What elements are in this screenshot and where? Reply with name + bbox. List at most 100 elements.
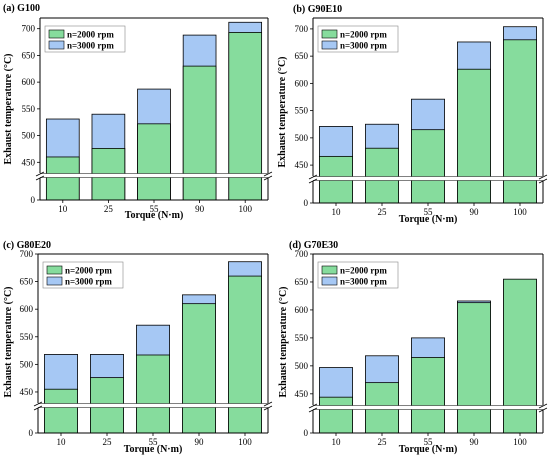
- legend-swatch-3000-rpm: [46, 276, 63, 286]
- bar-2000-rpm: [503, 278, 537, 434]
- y-tick-label: 650: [22, 50, 36, 60]
- legend-swatch-2000-rpm: [46, 265, 63, 275]
- axis-break-mark: [263, 401, 273, 407]
- x-tick-label: 55: [149, 437, 159, 447]
- legend-swatch-3000-rpm: [321, 276, 338, 286]
- bar-2000-rpm: [503, 39, 537, 204]
- legend-label: n=3000 rpm: [340, 277, 387, 287]
- y-tick-label: 700: [295, 249, 309, 259]
- legend-label: n=3000 rpm: [340, 41, 387, 51]
- x-tick-label: 55: [150, 204, 160, 214]
- y-tick-label: 450: [22, 157, 36, 167]
- x-axis-label: Torque (N·m): [399, 444, 458, 455]
- bar-2000-rpm: [45, 156, 80, 201]
- legend-swatch-3000-rpm: [48, 40, 65, 50]
- y-tick-label: 600: [295, 78, 309, 88]
- y-tick-label: 600: [20, 304, 34, 314]
- axis-break-mark: [263, 175, 273, 181]
- axis-break-mark: [538, 407, 548, 413]
- panel-title: (d) G70E30: [289, 240, 338, 251]
- y-tick-label: 550: [295, 106, 309, 116]
- x-tick-label: 55: [424, 437, 434, 447]
- x-tick-label: 90: [470, 437, 480, 447]
- x-axis-label: Torque (N·m): [125, 210, 184, 221]
- y-tick-label: 650: [295, 51, 309, 61]
- chart-panel: 10 25 55 90 100 0 450 500 550 600 650 700(d) G70E30…: [278, 240, 548, 455]
- axis-break-mark: [538, 178, 548, 184]
- panel-title: (c) G80E20: [3, 240, 51, 251]
- axis-break-band: [309, 176, 547, 181]
- bar-2000-rpm: [365, 147, 399, 204]
- y-tick-label: 650: [295, 277, 309, 287]
- legend-swatch-3000-rpm: [321, 40, 338, 50]
- chart-panel: 10 25 55 90 100 0 450 500 550 600 650 700 (b) G90E10…: [277, 4, 548, 225]
- x-tick-label: 10: [332, 437, 342, 447]
- axis-break-mark: [263, 405, 273, 411]
- y-tick-label: 700: [22, 24, 36, 34]
- x-tick-label: 90: [195, 204, 205, 214]
- x-tick-label: 10: [58, 204, 68, 214]
- axis-break-mark: [308, 174, 318, 180]
- bar-2000-rpm: [44, 388, 78, 434]
- bar-2000-rpm: [228, 275, 262, 434]
- y-tick-label: 450: [295, 160, 309, 170]
- legend-label: n=2000 rpm: [65, 266, 112, 276]
- y-tick-label: 550: [22, 104, 36, 114]
- legend-label: n=2000 rpm: [67, 30, 114, 40]
- bar-2000-rpm: [137, 123, 171, 201]
- axis-break-mark: [308, 403, 318, 409]
- y-tick-label: 550: [295, 333, 309, 343]
- y-tick-label: 0: [31, 195, 36, 205]
- legend-swatch-2000-rpm: [321, 265, 338, 275]
- bar-2000-rpm: [228, 32, 263, 201]
- bar-2000-rpm: [182, 65, 217, 201]
- bar-2000-rpm: [182, 303, 216, 434]
- x-tick-label: 100: [513, 437, 527, 447]
- x-tick-label: 25: [103, 437, 113, 447]
- y-axis-label: Exhaust temperature (°C): [3, 53, 14, 164]
- bar-2000-rpm: [457, 302, 491, 434]
- y-tick-label: 0: [29, 428, 34, 438]
- y-tick-label: 650: [20, 277, 34, 287]
- x-tick-label: 25: [378, 437, 388, 447]
- axis-break-mark: [308, 407, 318, 413]
- chart-panel: 10 25 55 90 100 0 450 500 550 600 650 700(c) G80E20…: [3, 240, 273, 455]
- axis-break-mark: [35, 171, 45, 177]
- x-axis-label: Torque (N·m): [399, 214, 458, 225]
- axis-break-mark: [538, 403, 548, 409]
- axis-break-mark: [308, 178, 318, 184]
- y-tick-label: 500: [295, 361, 309, 371]
- x-tick-label: 100: [238, 437, 252, 447]
- bar-2000-rpm: [457, 68, 491, 204]
- bar-2000-rpm: [136, 354, 170, 434]
- bar-2000-rpm: [319, 396, 353, 434]
- y-tick-label: 550: [20, 332, 34, 342]
- y-tick-label: 0: [304, 198, 309, 208]
- legend-label: n=2000 rpm: [340, 266, 387, 276]
- x-tick-label: 10: [332, 207, 342, 217]
- y-tick-label: 600: [22, 77, 36, 87]
- y-axis-label: Exhaust temperature (°C): [3, 286, 14, 397]
- y-tick-label: 700: [295, 24, 309, 34]
- axis-break-band: [36, 173, 272, 178]
- y-axis-label: Exhaust temperature (°C): [277, 56, 288, 167]
- x-tick-label: 25: [378, 207, 388, 217]
- y-tick-label: 0: [304, 428, 309, 438]
- y-tick-label: 450: [295, 389, 309, 399]
- legend-swatch-2000-rpm: [321, 29, 338, 39]
- axis-break-band: [309, 405, 547, 410]
- axis-break-mark: [33, 401, 43, 407]
- y-axis-label: Exhaust temperature (°C): [278, 286, 289, 397]
- x-tick-label: 90: [195, 437, 205, 447]
- axis-break-mark: [538, 174, 548, 180]
- chart-panel: 10 25 55 90 100 0 450 500 550 600 650 700 (a) G100 To…: [3, 3, 273, 221]
- y-tick-label: 500: [295, 133, 309, 143]
- y-tick-label: 700: [20, 249, 34, 259]
- bar-2000-rpm: [411, 129, 445, 204]
- axis-break-mark: [263, 171, 273, 177]
